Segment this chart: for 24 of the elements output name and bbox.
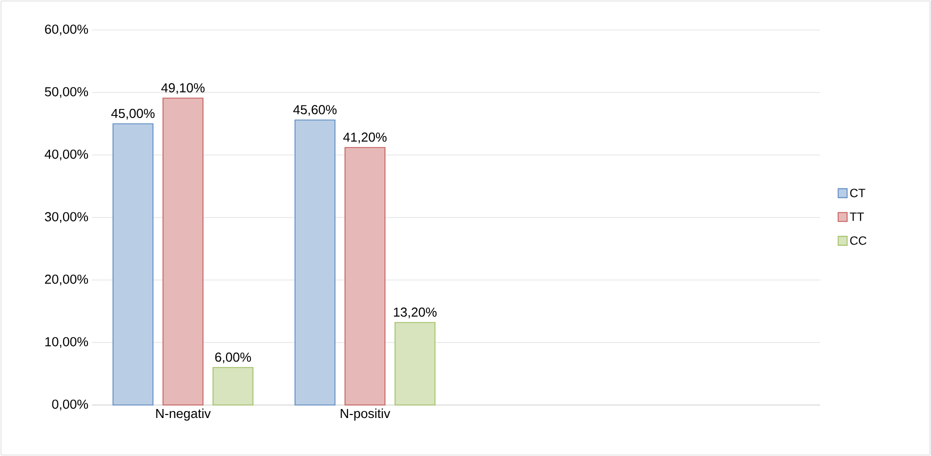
y-tick-label: 40,00% <box>44 150 88 160</box>
bar <box>344 147 386 406</box>
data-label: 41,20% <box>343 132 387 144</box>
bar <box>212 367 254 406</box>
legend-label: CT <box>850 188 866 198</box>
data-label: 45,00% <box>111 108 155 120</box>
legend-label: TT <box>850 212 864 221</box>
y-tick-label: 20,00% <box>45 274 88 286</box>
bar <box>294 120 336 406</box>
y-tick-label: 50,00% <box>44 87 88 98</box>
y-tick-label: 60,00% <box>45 24 88 36</box>
data-label: 13,20% <box>394 308 437 318</box>
y-tick-label: 30,00% <box>44 212 88 223</box>
data-label: 6,00% <box>215 352 251 364</box>
x-tick-label: N-positiv <box>340 408 390 421</box>
x-tick-label: N-negativ <box>156 408 211 421</box>
y-tick-label: 10,00% <box>45 337 88 348</box>
data-label: 45,60% <box>293 105 337 116</box>
legend-label: CC <box>850 236 866 245</box>
bar <box>162 98 204 406</box>
bar <box>394 322 436 406</box>
y-tick-label: 0,00% <box>52 400 88 410</box>
data-label: 49,10% <box>161 83 205 94</box>
bar <box>112 123 154 406</box>
